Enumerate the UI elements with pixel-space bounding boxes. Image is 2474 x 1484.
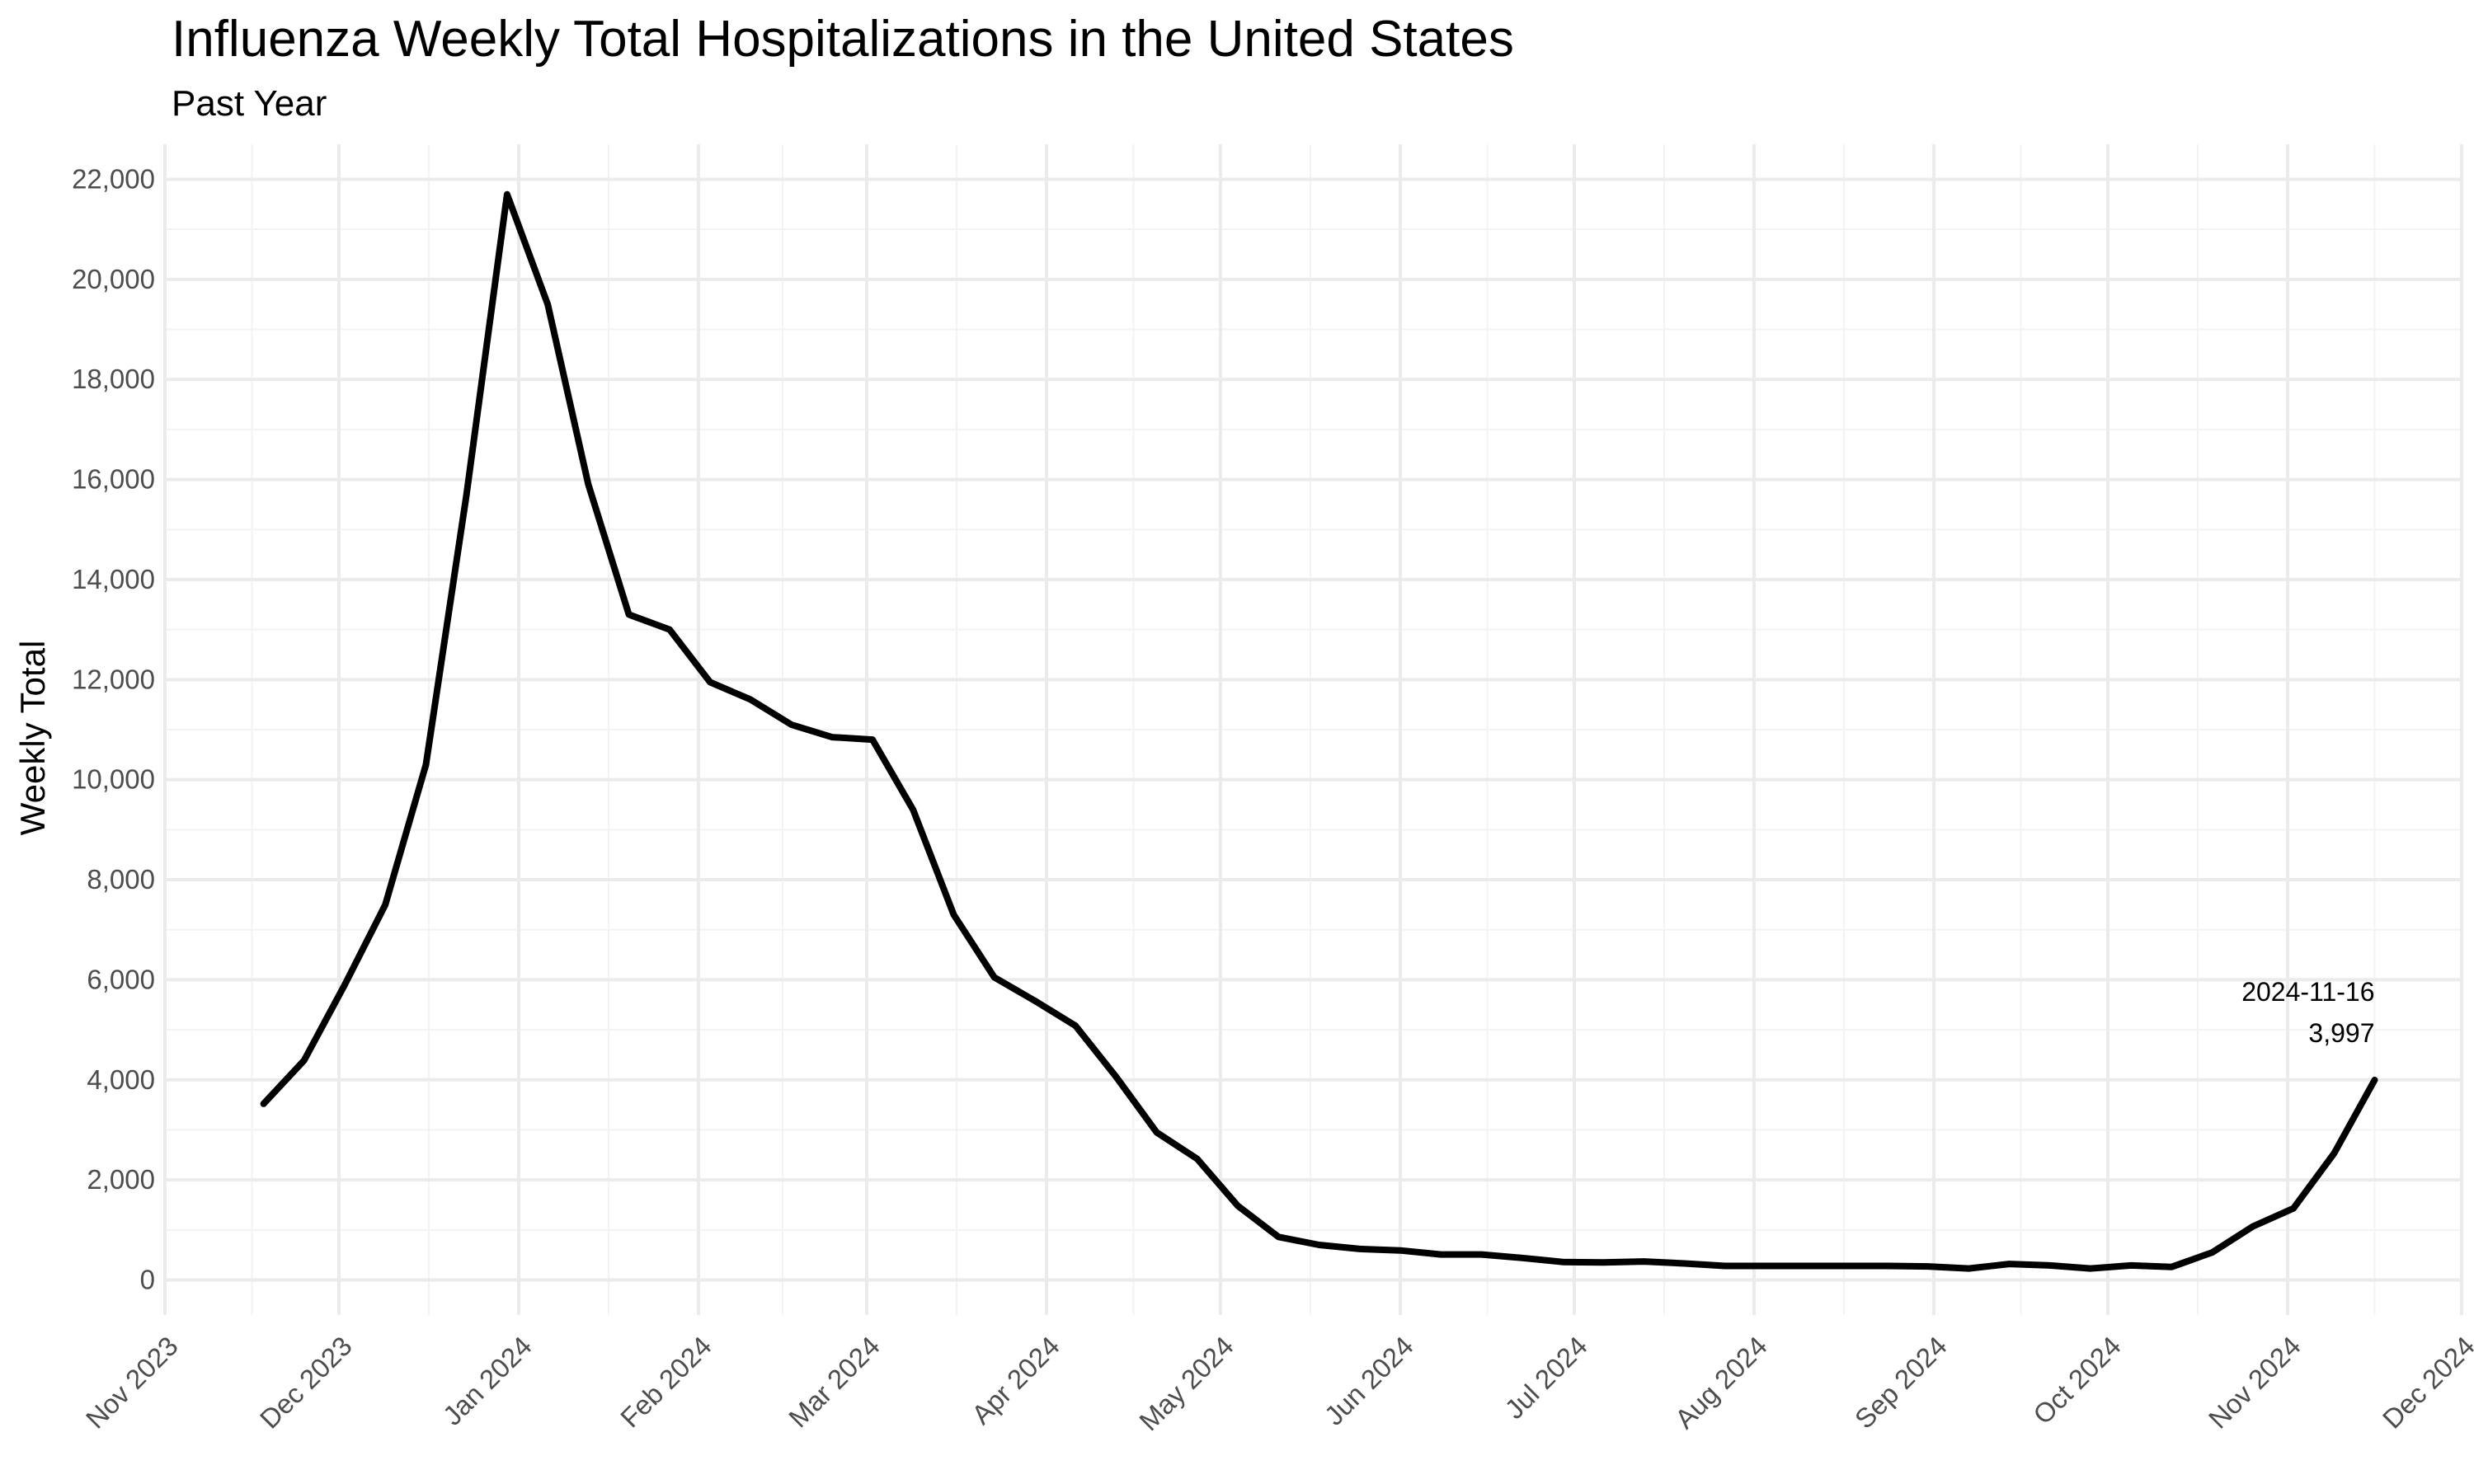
x-tick-label: Nov 2023 xyxy=(80,1331,184,1435)
x-tick-label: Jun 2024 xyxy=(1319,1331,1419,1431)
annotation-value-label: 3,997 xyxy=(2308,1018,2374,1048)
chart-title: Influenza Weekly Total Hospitalizations … xyxy=(172,11,1514,68)
x-tick-label: Sep 2024 xyxy=(1849,1331,1953,1435)
x-tick-label: Jul 2024 xyxy=(1498,1331,1592,1425)
annotation-date-label: 2024-11-16 xyxy=(2241,977,2374,1007)
y-axis-label: Weekly Total xyxy=(13,641,52,836)
x-tick-label: Mar 2024 xyxy=(783,1331,886,1434)
x-tick-label: Feb 2024 xyxy=(614,1331,717,1434)
x-tick-label: Nov 2024 xyxy=(2203,1331,2307,1435)
y-tick-label: 4,000 xyxy=(87,1064,155,1095)
x-tick-label: May 2024 xyxy=(1133,1331,1239,1437)
y-tick-label: 10,000 xyxy=(72,764,155,795)
series-line xyxy=(260,190,2378,1272)
y-tick-label: 2,000 xyxy=(87,1164,155,1195)
y-tick-label: 8,000 xyxy=(87,864,155,895)
y-tick-label: 12,000 xyxy=(72,664,155,694)
y-tick-label: 0 xyxy=(140,1265,155,1295)
x-tick-label: Dec 2024 xyxy=(2377,1331,2474,1435)
x-tick-label: Dec 2023 xyxy=(254,1331,358,1435)
x-tick-label: Aug 2024 xyxy=(1669,1331,1773,1435)
y-tick-label: 18,000 xyxy=(72,364,155,394)
y-tick-label: 20,000 xyxy=(72,264,155,294)
grid xyxy=(163,144,2463,1315)
y-tick-label: 22,000 xyxy=(72,163,155,194)
y-tick-label: 6,000 xyxy=(87,964,155,994)
y-axis-ticks: 0 2,000 4,000 6,000 8,000 10,000 12,000 14,000 1… xyxy=(72,163,155,1294)
y-tick-label: 14,000 xyxy=(72,564,155,594)
x-axis-ticks: Nov 2023 Dec 2023 Jan 2024 Feb 2024 Mar 2024… xyxy=(80,1331,2474,1437)
x-tick-label: Oct 2024 xyxy=(2027,1331,2127,1430)
y-tick-label: 16,000 xyxy=(72,464,155,495)
chart-subtitle: Past Year xyxy=(172,83,327,124)
x-tick-label: Apr 2024 xyxy=(966,1331,1065,1430)
x-tick-label: Jan 2024 xyxy=(437,1331,538,1431)
